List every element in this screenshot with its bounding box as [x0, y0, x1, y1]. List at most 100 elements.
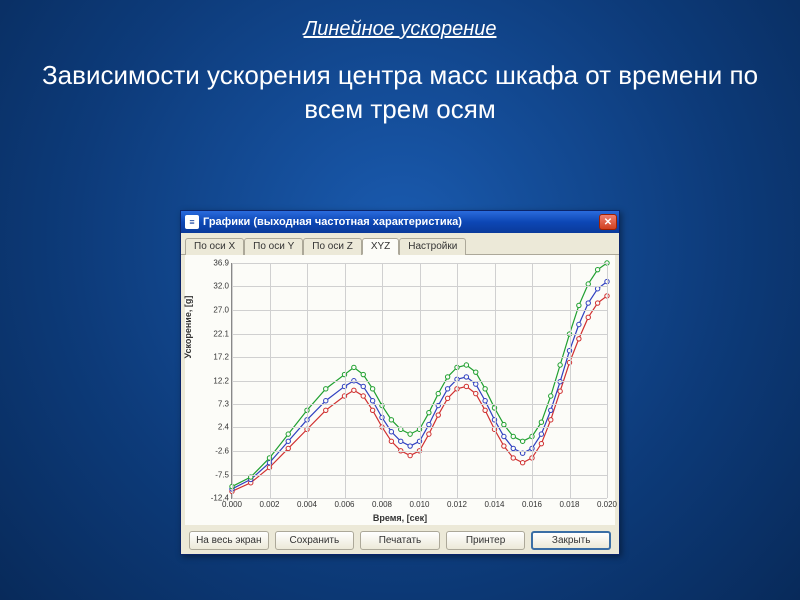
marker — [361, 384, 365, 388]
marker — [286, 432, 290, 436]
marker — [408, 444, 412, 448]
y-axis-label: Ускорение, [g] — [183, 296, 193, 359]
titlebar: ≡ Графики (выходная частотная характерис… — [181, 211, 619, 233]
marker — [352, 365, 356, 369]
marker — [389, 439, 393, 443]
button-1[interactable]: Сохранить — [275, 531, 355, 550]
xtick: 0.012 — [447, 500, 467, 509]
ytick: 12.2 — [213, 376, 229, 385]
marker — [370, 399, 374, 403]
xtick: 0.006 — [334, 500, 354, 509]
xtick: 0.004 — [297, 500, 317, 509]
window-title: Графики (выходная частотная характеристи… — [203, 216, 462, 228]
ytick: -2.6 — [215, 447, 229, 456]
marker — [539, 441, 543, 445]
marker — [464, 384, 468, 388]
button-0[interactable]: На весь экран — [189, 531, 269, 550]
marker — [483, 387, 487, 391]
marker — [445, 387, 449, 391]
ytick: 32.0 — [213, 282, 229, 291]
marker — [586, 301, 590, 305]
tabs: По оси XПо оси YПо оси ZXYZНастройки — [181, 233, 619, 255]
marker — [361, 372, 365, 376]
marker — [502, 444, 506, 448]
marker — [370, 408, 374, 412]
marker — [549, 408, 553, 412]
x-axis-label: Время, [сек] — [373, 513, 427, 523]
xtick: 0.000 — [222, 500, 242, 509]
marker — [286, 439, 290, 443]
app-window: ≡ Графики (выходная частотная характерис… — [180, 210, 620, 555]
marker — [474, 391, 478, 395]
xtick: 0.016 — [522, 500, 542, 509]
marker — [539, 432, 543, 436]
marker — [577, 303, 581, 307]
ytick: 36.9 — [213, 259, 229, 268]
slide-title: Линейное ускорение — [0, 0, 800, 41]
xtick: 0.010 — [409, 500, 429, 509]
marker — [586, 315, 590, 319]
marker — [427, 432, 431, 436]
marker — [389, 430, 393, 434]
ytick: 27.0 — [213, 306, 229, 315]
xtick: 0.008 — [372, 500, 392, 509]
tab-4[interactable]: Настройки — [399, 238, 466, 255]
marker — [511, 446, 515, 450]
marker — [577, 322, 581, 326]
ytick: 17.2 — [213, 352, 229, 361]
marker — [483, 399, 487, 403]
marker — [549, 418, 553, 422]
button-2[interactable]: Печатать — [360, 531, 440, 550]
marker — [520, 439, 524, 443]
marker — [445, 396, 449, 400]
marker — [427, 422, 431, 426]
marker — [520, 461, 524, 465]
marker — [558, 389, 562, 393]
button-3[interactable]: Принтер — [446, 531, 526, 550]
marker — [595, 267, 599, 271]
chart-area: Ускорение, [g] Время, [сек] -12.4-7.5-2.… — [185, 255, 615, 525]
marker — [511, 434, 515, 438]
marker — [408, 432, 412, 436]
marker — [361, 394, 365, 398]
marker — [389, 418, 393, 422]
marker — [502, 434, 506, 438]
marker — [427, 410, 431, 414]
tab-1[interactable]: По оси Y — [244, 238, 303, 255]
marker — [464, 375, 468, 379]
marker — [324, 408, 328, 412]
ytick: 22.1 — [213, 329, 229, 338]
marker — [539, 420, 543, 424]
close-button[interactable]: ✕ — [599, 214, 617, 230]
marker — [445, 375, 449, 379]
tab-3[interactable]: XYZ — [362, 238, 399, 255]
marker — [595, 301, 599, 305]
xtick: 0.020 — [597, 500, 617, 509]
marker — [483, 408, 487, 412]
marker — [474, 370, 478, 374]
marker — [436, 391, 440, 395]
ytick: 7.3 — [218, 400, 229, 409]
button-4[interactable]: Закрыть — [531, 531, 611, 550]
marker — [399, 439, 403, 443]
marker — [370, 387, 374, 391]
xtick: 0.018 — [559, 500, 579, 509]
marker — [474, 382, 478, 386]
marker — [286, 446, 290, 450]
marker — [436, 413, 440, 417]
button-bar: На весь экран Сохранить Печатать Принтер Зак… — [181, 525, 619, 556]
marker — [408, 453, 412, 457]
marker — [352, 388, 356, 392]
marker — [324, 387, 328, 391]
app-icon: ≡ — [185, 215, 199, 229]
marker — [577, 337, 581, 341]
tab-2[interactable]: По оси Z — [303, 238, 362, 255]
slide-subtitle: Зависимости ускорения центра масс шкафа … — [0, 41, 800, 127]
xtick: 0.002 — [259, 500, 279, 509]
marker — [464, 363, 468, 367]
marker — [549, 394, 553, 398]
tab-0[interactable]: По оси X — [185, 238, 244, 255]
marker — [502, 422, 506, 426]
ytick: 2.4 — [218, 423, 229, 432]
marker — [324, 399, 328, 403]
